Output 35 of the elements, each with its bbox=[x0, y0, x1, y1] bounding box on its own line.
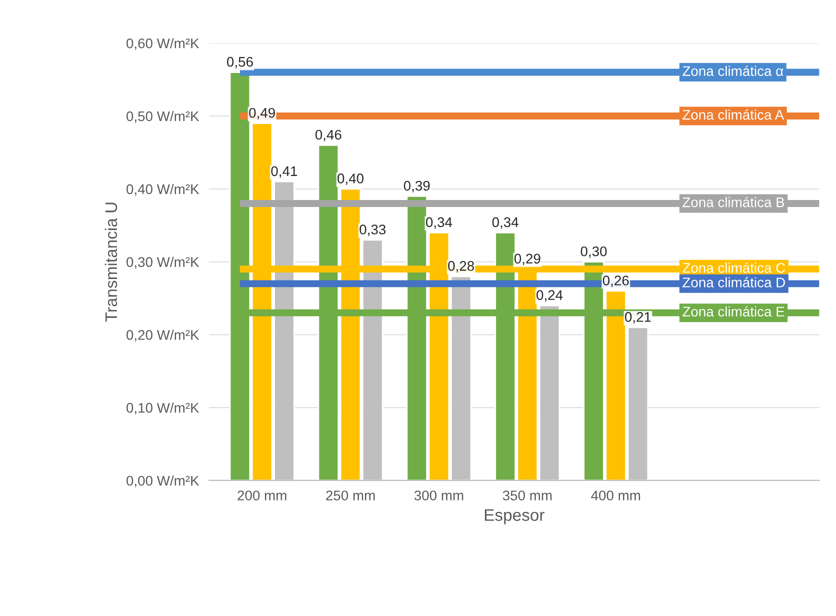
x-tick-label: 200 mm bbox=[238, 490, 286, 500]
y-tick-label: 0,40 W/m²K bbox=[126, 184, 200, 196]
data-label: 0,34 bbox=[492, 217, 518, 229]
data-label: 0,26 bbox=[602, 276, 629, 288]
ref-line-label: Zona climática α bbox=[682, 66, 784, 76]
data-label: 0,33 bbox=[360, 224, 386, 236]
data-label: 0,46 bbox=[315, 130, 342, 142]
ref-line-label: Zona climática B bbox=[682, 196, 784, 208]
y-tick-label: 0,60 W/m²K bbox=[126, 38, 200, 50]
data-label: 0,30 bbox=[580, 246, 607, 258]
y-axis-title: Transmitancia U bbox=[104, 202, 118, 322]
x-tick-label: 250 mm bbox=[326, 490, 375, 500]
data-label: 0,21 bbox=[624, 312, 651, 324]
data-label: 0,29 bbox=[514, 254, 540, 266]
y-tick-label: 0,00 W/m²K bbox=[126, 475, 200, 488]
y-tick-label: 0,50 W/m²K bbox=[126, 110, 200, 123]
y-tick-label: 0,10 W/m²K bbox=[126, 402, 200, 414]
data-label: 0,56 bbox=[226, 56, 253, 68]
ref-line-label: Zona climática E bbox=[682, 306, 784, 317]
data-label: 0,34 bbox=[426, 217, 452, 229]
data-label: 0,41 bbox=[271, 166, 298, 178]
y-tick-label: 0,20 W/m²K bbox=[126, 330, 200, 342]
y-tick-label: 0,30 W/m²K bbox=[126, 256, 200, 269]
x-tick-label: 300 mm bbox=[414, 490, 464, 500]
ref-line-label: Zona climática A bbox=[682, 109, 784, 120]
ref-line-label: Zona climática C bbox=[682, 262, 786, 273]
x-axis-title: Espesor bbox=[484, 509, 544, 524]
x-tick-label: 350 mm bbox=[502, 490, 552, 500]
ref-line-label: Zona climática D bbox=[682, 277, 785, 288]
data-label: 0,24 bbox=[536, 290, 563, 302]
data-label: 0,49 bbox=[249, 108, 275, 120]
x-tick-label: 400 mm bbox=[591, 490, 640, 500]
data-label: 0,28 bbox=[448, 261, 474, 272]
data-label: 0,40 bbox=[338, 174, 364, 186]
data-label: 0,39 bbox=[404, 180, 430, 192]
